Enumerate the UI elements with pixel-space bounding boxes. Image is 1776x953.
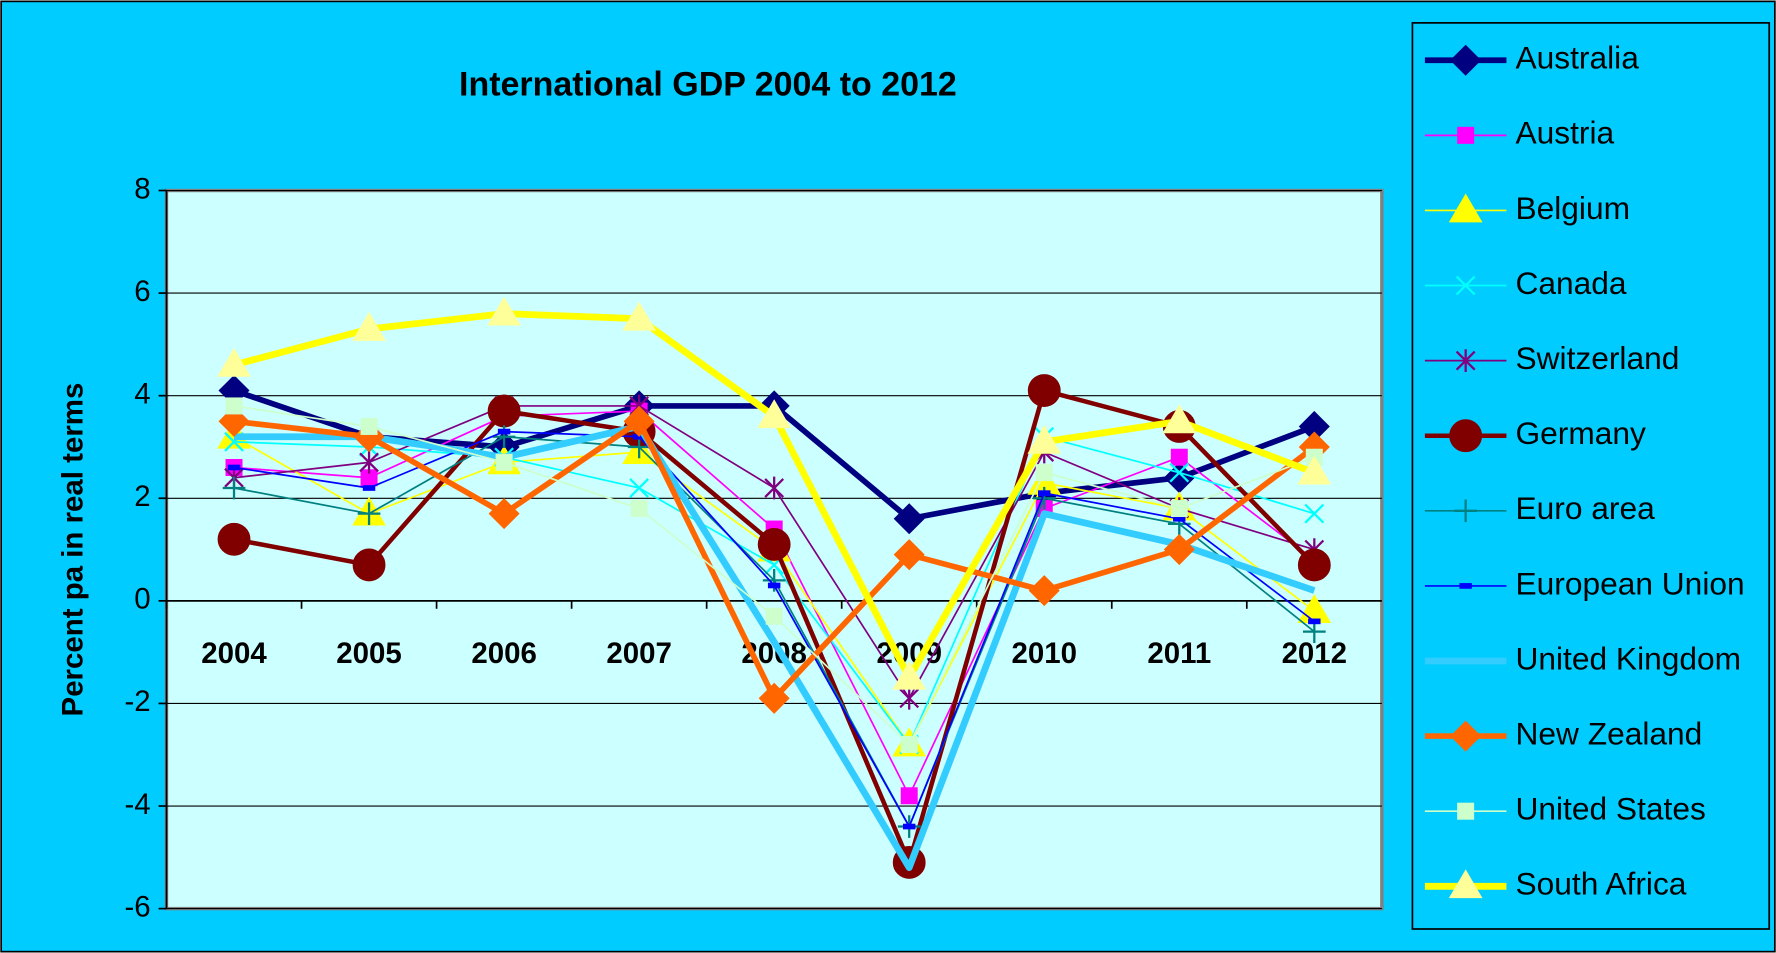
legend-label: United Kingdom <box>1515 640 1741 676</box>
x-tick-label: 2010 <box>1011 637 1077 670</box>
data-point <box>217 347 251 377</box>
legend-marker <box>1450 720 1482 752</box>
series-line <box>234 423 1316 871</box>
y-tick-label: 0 <box>134 583 150 616</box>
data-point <box>1173 515 1186 522</box>
data-point <box>217 522 251 556</box>
data-point <box>1162 404 1197 434</box>
legend-label: Canada <box>1515 265 1626 301</box>
legend-marker <box>1457 126 1475 144</box>
legend-label: Belgium <box>1515 190 1630 226</box>
data-point <box>900 735 918 753</box>
data-point <box>758 682 790 714</box>
data-point <box>893 503 925 535</box>
data-point <box>622 301 656 331</box>
x-tick-label: 2006 <box>471 637 537 670</box>
legend-label: New Zealand <box>1515 715 1702 751</box>
legend-marker <box>1459 583 1472 589</box>
data-point <box>222 476 246 500</box>
data-point <box>623 405 655 437</box>
chart-title: International GDP 2004 to 2012 <box>459 65 957 103</box>
data-point <box>1297 548 1331 582</box>
y-tick-label: 6 <box>134 275 150 308</box>
data-point <box>360 417 378 435</box>
data-point <box>487 296 521 326</box>
data-point <box>900 787 918 805</box>
legend-label: Austria <box>1515 115 1614 151</box>
legend-marker <box>1457 802 1475 820</box>
data-point <box>1163 534 1195 566</box>
data-point <box>1304 503 1325 524</box>
legend-label: Euro area <box>1515 490 1655 526</box>
data-point <box>765 607 783 625</box>
data-point <box>767 582 781 589</box>
legend-label: Germany <box>1515 415 1646 451</box>
data-point <box>1038 490 1051 496</box>
data-point <box>1027 374 1061 407</box>
data-point <box>902 823 916 830</box>
legend-marker <box>1448 193 1483 223</box>
legend-marker <box>1448 869 1483 899</box>
data-point <box>359 451 379 474</box>
legend-marker <box>1454 499 1477 523</box>
data-point <box>630 500 648 518</box>
data-point <box>899 686 920 710</box>
data-point <box>1170 500 1188 518</box>
data-point <box>362 485 376 491</box>
data-point <box>893 539 925 571</box>
data-point <box>227 464 241 471</box>
data-point <box>1297 455 1332 485</box>
y-tick-label: 8 <box>134 172 150 205</box>
legend-label: Switzerland <box>1515 340 1679 376</box>
legend-marker <box>1450 44 1482 76</box>
data-point <box>1035 464 1053 482</box>
data-point <box>488 498 520 530</box>
x-tick-label: 2004 <box>201 637 267 670</box>
y-axis-label: Percent pa in real terms <box>57 383 90 717</box>
x-tick-label: 2007 <box>606 637 672 670</box>
data-point <box>764 476 785 500</box>
data-point <box>1170 448 1188 466</box>
data-point <box>1027 424 1062 454</box>
data-point <box>1028 575 1060 607</box>
legend-marker <box>1449 419 1483 453</box>
data-point <box>757 399 792 429</box>
data-point <box>497 428 511 435</box>
y-tick-label: -6 <box>124 890 150 923</box>
data-point <box>629 478 649 498</box>
y-tick-label: 2 <box>134 480 150 513</box>
legend-marker <box>1455 349 1476 372</box>
legend-marker <box>1455 275 1476 296</box>
data-point <box>487 394 521 428</box>
data-point <box>757 528 791 561</box>
x-tick-label: 2011 <box>1147 637 1211 670</box>
data-point <box>495 453 513 471</box>
data-point <box>352 548 386 582</box>
y-tick-label: -2 <box>124 685 150 718</box>
data-point <box>357 502 381 525</box>
x-tick-label: 2005 <box>336 637 402 670</box>
legend-box <box>1411 22 1771 930</box>
legend-label: United States <box>1515 791 1705 827</box>
data-point <box>352 312 386 341</box>
data-point <box>225 397 243 415</box>
data-point <box>1169 462 1190 483</box>
data-point <box>892 660 927 690</box>
legend-label: European Union <box>1515 565 1744 601</box>
y-tick-label: 4 <box>134 377 150 410</box>
y-tick-label: -4 <box>124 788 150 821</box>
data-point <box>1308 618 1321 625</box>
legend-label: South Africa <box>1515 866 1686 902</box>
legend-label: Australia <box>1515 40 1639 76</box>
